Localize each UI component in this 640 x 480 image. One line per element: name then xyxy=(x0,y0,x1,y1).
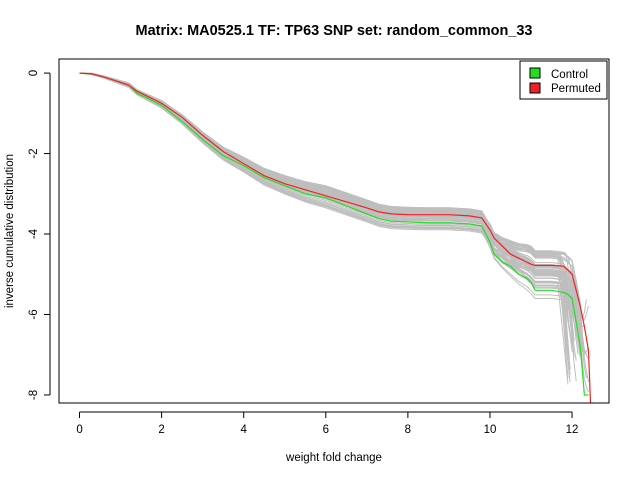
legend-label-control: Control xyxy=(551,69,588,81)
series-group xyxy=(79,72,592,404)
permuted-series-line xyxy=(79,72,592,404)
background-series-line xyxy=(79,72,569,295)
legend-label-permuted: Permuted xyxy=(551,83,601,95)
x-axis-title: weight fold change xyxy=(285,452,382,464)
y-tick-label: 0 xyxy=(28,70,40,76)
x-tick-label: 10 xyxy=(484,424,497,436)
y-tick-label: -2 xyxy=(28,148,40,158)
control-series-line xyxy=(79,72,589,396)
background-series-line xyxy=(79,72,569,297)
x-tick-label: 0 xyxy=(76,424,82,436)
x-axis: 0 2 4 6 8 10 12 xyxy=(76,411,579,436)
background-series-line xyxy=(79,72,571,370)
chart-title: Matrix: MA0525.1 TF: TP63 SNP set: rando… xyxy=(136,23,533,39)
x-tick-label: 2 xyxy=(158,424,164,436)
y-axis: 0 -2 -4 -6 -8 xyxy=(28,70,51,400)
y-tick-label: -8 xyxy=(28,390,40,400)
y-tick-label: -4 xyxy=(28,228,40,239)
legend: Control Permuted xyxy=(519,60,608,100)
y-tick-label: -6 xyxy=(28,309,40,319)
x-tick-label: 4 xyxy=(240,424,247,436)
x-tick-label: 8 xyxy=(405,424,411,436)
x-tick-label: 6 xyxy=(323,424,329,436)
background-series-line xyxy=(79,72,583,367)
plot-frame xyxy=(58,58,610,404)
background-series-line xyxy=(79,72,573,347)
x-tick-label: 12 xyxy=(566,424,579,436)
legend-swatch-permuted xyxy=(529,82,541,94)
y-axis-title: inverse cumulative distribution xyxy=(4,154,16,308)
legend-swatch-control xyxy=(529,67,541,79)
